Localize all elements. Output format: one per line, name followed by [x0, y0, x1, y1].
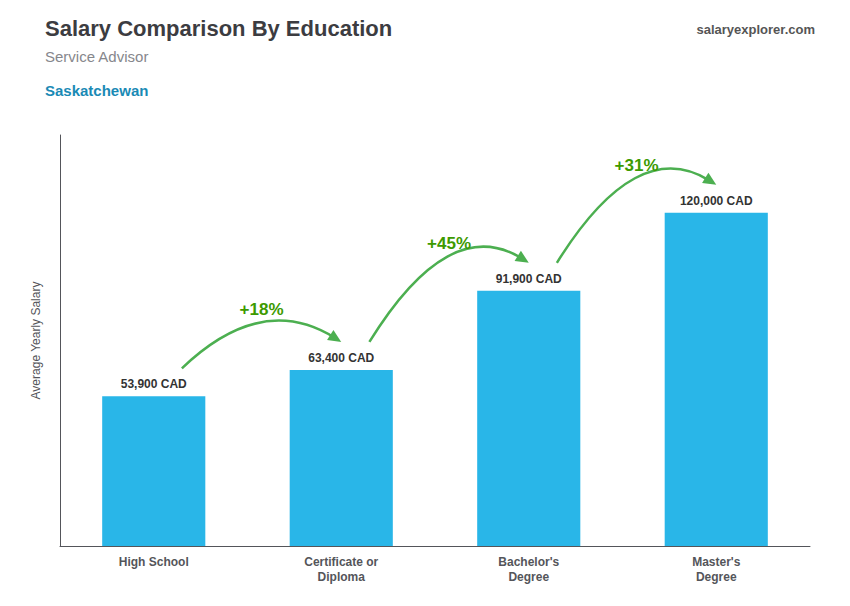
- svg-text:Bachelor's: Bachelor's: [498, 555, 559, 569]
- svg-text:Diploma: Diploma: [318, 570, 366, 584]
- svg-text:+31%: +31%: [615, 156, 659, 175]
- svg-text:63,400 CAD: 63,400 CAD: [308, 351, 374, 365]
- svg-text:+18%: +18%: [240, 300, 284, 319]
- svg-text:53,900 CAD: 53,900 CAD: [121, 377, 187, 391]
- svg-text:Service Advisor: Service Advisor: [45, 48, 148, 65]
- svg-text:Degree: Degree: [508, 570, 549, 584]
- svg-text:Saskatchewan: Saskatchewan: [45, 82, 148, 99]
- svg-text:120,000 CAD: 120,000 CAD: [680, 194, 753, 208]
- svg-text:+45%: +45%: [427, 234, 471, 253]
- svg-text:Degree: Degree: [696, 570, 737, 584]
- svg-text:91,900 CAD: 91,900 CAD: [496, 272, 562, 286]
- svg-text:Salary Comparison By Education: Salary Comparison By Education: [45, 16, 392, 41]
- svg-text:Master's: Master's: [692, 555, 741, 569]
- svg-text:Certificate or: Certificate or: [304, 555, 378, 569]
- svg-text:Average Yearly Salary: Average Yearly Salary: [29, 282, 43, 400]
- svg-text:salaryexplorer.com: salaryexplorer.com: [696, 22, 815, 37]
- svg-text:High School: High School: [119, 555, 189, 569]
